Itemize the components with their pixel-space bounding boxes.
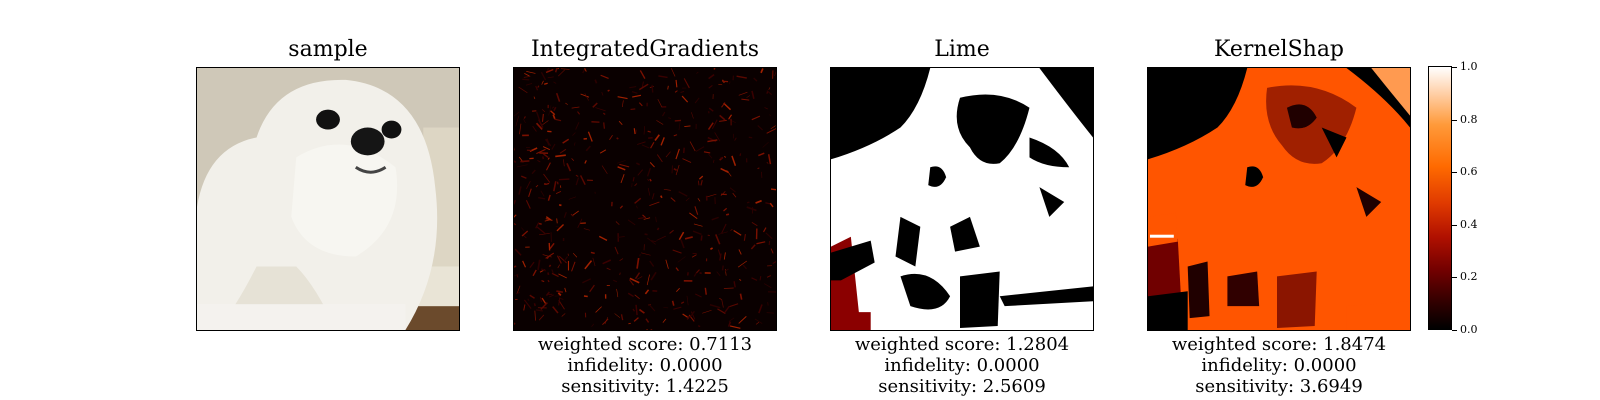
heatmap-kernelshap xyxy=(1147,67,1411,331)
colorbar-tick xyxy=(1452,330,1457,331)
colorbar-tick xyxy=(1452,277,1457,279)
colorbar-tick-label: 0.6 xyxy=(1460,165,1478,179)
panel-title-kernelshap: KernelShap xyxy=(1213,37,1345,62)
colorbar-tick-label: 0.2 xyxy=(1460,270,1478,284)
colorbar-tick-label: 0.8 xyxy=(1460,112,1478,126)
weighted-score-text: weighted score: 1.2804 xyxy=(854,334,1070,355)
sample-image xyxy=(196,67,460,331)
sensitivity-text: sensitivity: 3.6949 xyxy=(1195,376,1363,397)
panel-title-sample: sample xyxy=(288,37,368,62)
panel-lime: Lime weighted score: 1.2804 infidelity: … xyxy=(812,0,1112,400)
sensitivity-text: sensitivity: 2.5609 xyxy=(878,376,1046,397)
sensitivity-text: sensitivity: 1.4225 xyxy=(561,376,729,397)
metrics-lime: weighted score: 1.2804 infidelity: 0.000… xyxy=(812,334,1112,397)
infidelity-text: infidelity: 0.0000 xyxy=(567,355,723,376)
heatmap-integrated-gradients xyxy=(513,67,777,331)
weighted-score-text: weighted score: 1.8474 xyxy=(1171,334,1387,355)
panel-sample: sample xyxy=(178,0,478,400)
colorbar-tick-label: 0.0 xyxy=(1460,323,1478,336)
infidelity-text: infidelity: 0.0000 xyxy=(884,355,1040,376)
panel-integrated-gradients: IntegratedGradients weighted score: 0.71… xyxy=(495,0,795,400)
colorbar-tick-label: 1.0 xyxy=(1460,60,1478,73)
metrics-integrated-gradients: weighted score: 0.7113 infidelity: 0.000… xyxy=(495,334,795,397)
infidelity-text: infidelity: 0.0000 xyxy=(1201,355,1357,376)
weighted-score-text: weighted score: 0.7113 xyxy=(537,334,753,355)
colorbar-tick xyxy=(1452,172,1457,174)
colorbar-tick xyxy=(1452,119,1457,121)
colorbar-tick-label: 0.4 xyxy=(1460,217,1478,231)
metrics-kernelshap: weighted score: 1.8474 infidelity: 0.000… xyxy=(1129,334,1429,397)
colorbar-tick xyxy=(1452,67,1457,68)
heatmap-lime xyxy=(830,67,1094,331)
panel-kernelshap: KernelShap weighted score: 1.8474 infide… xyxy=(1129,0,1429,400)
colorbar-tick xyxy=(1452,224,1457,226)
panel-title-integrated-gradients: IntegratedGradients xyxy=(530,37,760,62)
panel-title-lime: Lime xyxy=(934,37,990,62)
colorbar xyxy=(1428,66,1452,330)
